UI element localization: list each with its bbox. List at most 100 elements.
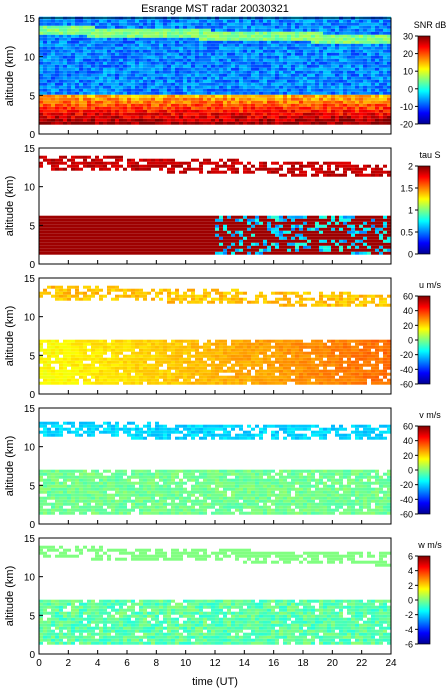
- panel-tau-cell: [319, 236, 323, 240]
- panel-snr-cell: [379, 31, 383, 35]
- panel-tau-cell: [283, 224, 287, 228]
- panel-tau-cell: [367, 251, 371, 255]
- panel-snr-cell: [155, 103, 159, 107]
- panel-tau-cell: [67, 215, 71, 219]
- panel-tau-cell: [319, 227, 323, 231]
- panel-tau-cell: [115, 158, 119, 162]
- panel-snr-cell: [303, 19, 307, 23]
- panel-snr-cell: [203, 82, 207, 86]
- panel-snr-cell: [379, 37, 383, 41]
- panel-tau-cell: [95, 227, 99, 231]
- panel-tau-cell: [383, 251, 387, 255]
- panel-u-cell: [47, 381, 51, 385]
- panel-snr-cell: [327, 67, 331, 71]
- panel-tau-cell: [39, 218, 43, 222]
- panel-tau-cell: [379, 221, 383, 225]
- panel-snr-cell: [51, 94, 55, 98]
- panel-tau-cell: [275, 218, 279, 222]
- panel-tau-cell: [183, 221, 187, 225]
- panel-snr-cell: [291, 40, 295, 44]
- panel-tau-cell: [179, 218, 183, 222]
- panel-snr-cell: [143, 31, 147, 35]
- panel-tau-cell: [219, 248, 223, 252]
- panel-snr-cell: [39, 88, 43, 92]
- panel-u-cell: [67, 369, 71, 373]
- panel-tau-cell: [379, 224, 383, 228]
- panel-snr-cell: [295, 52, 299, 56]
- panel-snr-cell: [327, 55, 331, 59]
- panel-snr-cell: [303, 118, 307, 122]
- panel-snr-cell: [275, 88, 279, 92]
- panel-snr-cell: [291, 31, 295, 35]
- panel-snr-cell: [295, 94, 299, 98]
- panel-snr-cell: [323, 43, 327, 47]
- panel-snr-cell: [283, 40, 287, 44]
- panel-snr-cell: [107, 22, 111, 26]
- panel-tau-cell: [147, 239, 151, 243]
- panel-snr-cell: [155, 118, 159, 122]
- panel-tau-cell: [55, 218, 59, 222]
- panel-snr-cell: [103, 94, 107, 98]
- panel-tau-cell: [167, 218, 171, 222]
- panel-snr-cell: [363, 52, 367, 56]
- panel-u-cell: [71, 357, 75, 361]
- panel-tau-cell: [215, 242, 219, 246]
- panel-snr-cell: [359, 61, 363, 65]
- panel-snr-cell: [363, 82, 367, 86]
- panel-tau-cell: [75, 239, 79, 243]
- panel-snr-cell: [187, 112, 191, 116]
- panel-snr-cell: [243, 118, 247, 122]
- panel-snr-cell: [239, 94, 243, 98]
- panel-snr-cell: [119, 79, 123, 83]
- panel-snr-cell: [187, 85, 191, 89]
- panel-tau-cell: [319, 215, 323, 219]
- panel-snr-cell: [267, 106, 271, 110]
- panel-snr-cell: [351, 106, 355, 110]
- panel-tau-cell: [295, 236, 299, 240]
- panel-snr-cell: [195, 61, 199, 65]
- panel-snr-cell: [323, 118, 327, 122]
- panel-tau-cell: [311, 230, 315, 234]
- panel-snr-cell: [263, 28, 267, 32]
- panel-snr-cell: [203, 79, 207, 83]
- panel-snr-cell: [127, 121, 131, 125]
- panel-tau-cell: [255, 233, 259, 237]
- panel-tau-cell: [179, 227, 183, 231]
- panel-snr-cell: [263, 91, 267, 95]
- panel-snr-cell: [111, 76, 115, 80]
- panel-snr-cell: [107, 97, 111, 101]
- panel-snr-cell: [299, 94, 303, 98]
- panel-tau-cell: [231, 218, 235, 222]
- panel-tau-cell: [51, 248, 55, 252]
- panel-tau-cell: [51, 245, 55, 249]
- panel-tau-cell: [163, 215, 167, 219]
- panel-tau-cell: [291, 167, 295, 171]
- panel-snr-cell: [127, 85, 131, 89]
- chart-title: Esrange MST radar 20030321: [141, 3, 289, 15]
- panel-snr-cell: [199, 46, 203, 50]
- panel-tau-cell: [187, 233, 191, 237]
- panel-tau-cell: [111, 227, 115, 231]
- panel-tau-cell: [55, 164, 59, 168]
- panel-u-cell: [43, 372, 47, 376]
- panel-tau-cell: [123, 224, 127, 228]
- panel-snr-cell: [147, 19, 151, 23]
- panel-snr-cell: [47, 115, 51, 119]
- panel-tau-cell: [279, 233, 283, 237]
- panel-u-cell: [59, 360, 63, 364]
- panel-tau-cell: [115, 215, 119, 219]
- panel-snr-cell: [151, 100, 155, 104]
- panel-tau-cell: [331, 218, 335, 222]
- panel-snr-cell: [215, 28, 219, 32]
- panel-tau-cell: [303, 224, 307, 228]
- panel-snr-cell: [75, 22, 79, 26]
- panel-tau-cell: [95, 221, 99, 225]
- panel-tau-cell: [203, 158, 207, 162]
- panel-snr-cell: [247, 67, 251, 71]
- panel-snr-cell: [275, 37, 279, 41]
- panel-snr-cell: [79, 88, 83, 92]
- panel-tau-cell: [347, 248, 351, 252]
- panel-u-cell: [103, 372, 107, 376]
- panel-snr-cell: [179, 43, 183, 47]
- panel-snr-cell: [215, 76, 219, 80]
